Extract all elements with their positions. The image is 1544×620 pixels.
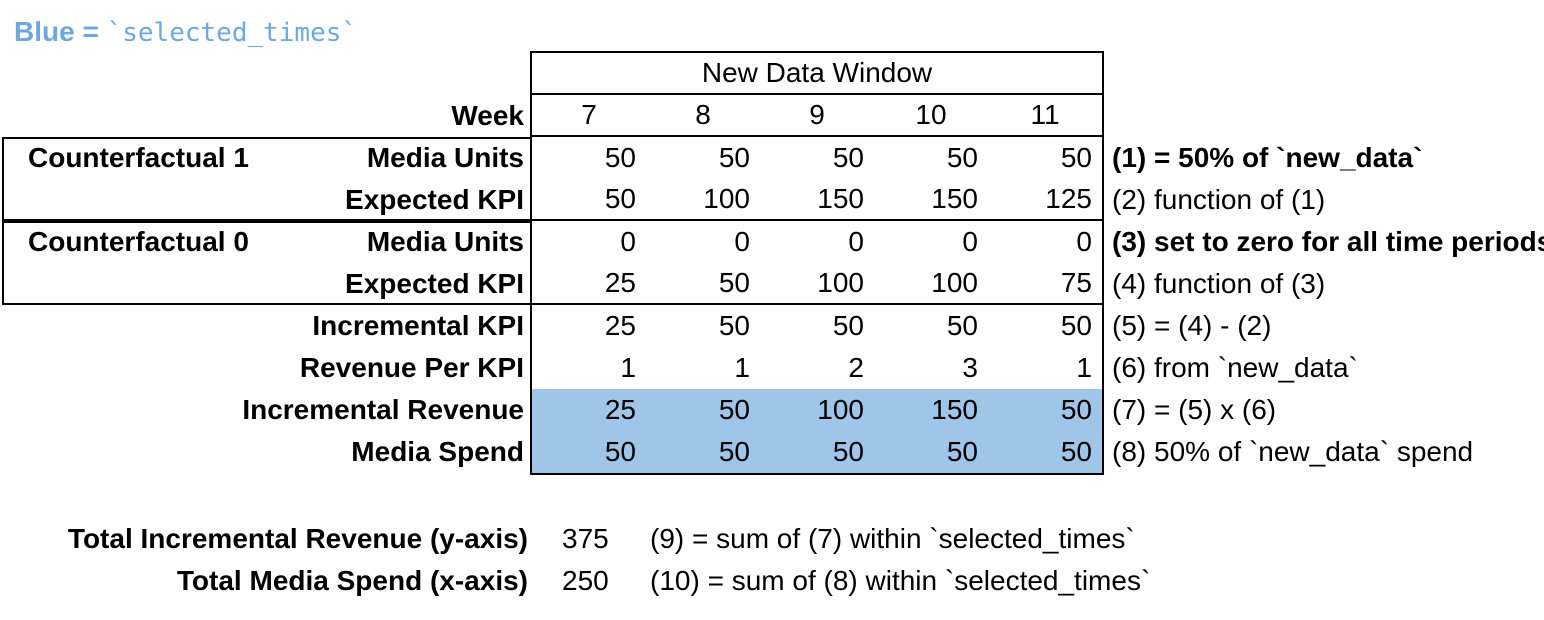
- table-cell: 150: [931, 183, 978, 214]
- group-label-counterfactual-0: Counterfactual 0: [28, 226, 249, 257]
- table-cell: 50: [1060, 310, 1092, 341]
- table-row-media-spend-highlighted: 50 50 50 50 50: [532, 431, 1102, 473]
- row-label-media-units-cf1: Media Units: [366, 142, 524, 173]
- legend-caption-code: `selected_times`: [106, 18, 358, 48]
- table-cell: 50: [946, 436, 978, 467]
- data-table: New Data Window 7 8 9 10 11 50 50 50 50 …: [530, 51, 1104, 475]
- table-row-media-units-cf1: 50 50 50 50 50: [532, 137, 1102, 179]
- group-label-counterfactual-1: Counterfactual 1: [28, 142, 249, 173]
- row-note-6: (6) from `new_data`: [1112, 352, 1358, 383]
- row-label-expected-kpi-cf1: Expected KPI: [345, 184, 524, 215]
- table-cell: 2: [848, 352, 864, 383]
- week-row-label: Week: [451, 100, 524, 131]
- row-label-incremental-revenue: Incremental Revenue: [242, 394, 524, 425]
- table-cell: 50: [718, 142, 750, 173]
- table-cell: 75: [1060, 267, 1092, 298]
- table-row-incremental-kpi: 25 50 50 50 50: [532, 305, 1102, 347]
- table-cell: 3: [962, 352, 978, 383]
- table-cell: 150: [817, 183, 864, 214]
- table-cell: 50: [718, 267, 750, 298]
- row-note-1: (1) = 50% of `new_data`: [1112, 142, 1423, 173]
- table-cell: 0: [620, 226, 636, 257]
- legend-caption: Blue = `selected_times`: [14, 16, 357, 48]
- row-note-4: (4) function of (3): [1112, 268, 1326, 299]
- table-cell: 25: [604, 267, 636, 298]
- table-row-expected-kpi-cf0: 25 50 100 100 75: [532, 263, 1102, 305]
- table-cell: 50: [1060, 436, 1092, 467]
- table-cell: 100: [817, 267, 864, 298]
- table-cell: 50: [718, 394, 750, 425]
- total-media-spend-value: 250: [562, 565, 609, 596]
- table-cell: 1: [734, 352, 750, 383]
- row-note-3: (3) set to zero for all time periods: [1112, 226, 1544, 257]
- table-cell: 0: [1076, 226, 1092, 257]
- table-row-expected-kpi-cf1: 50 100 150 150 125: [532, 179, 1102, 221]
- total-incremental-revenue-note: (9) = sum of (7) within `selected_times`: [650, 523, 1135, 554]
- total-incremental-revenue-label: Total Incremental Revenue (y-axis): [67, 523, 528, 554]
- total-media-spend-note: (10) = sum of (8) within `selected_times…: [650, 565, 1151, 596]
- table-cell: 0: [962, 226, 978, 257]
- row-label-media-spend: Media Spend: [351, 436, 524, 467]
- row-label-incremental-kpi: Incremental KPI: [312, 310, 524, 341]
- table-cell: 50: [946, 142, 978, 173]
- table-cell: 125: [1045, 183, 1092, 214]
- row-note-8: (8) 50% of `new_data` spend: [1112, 436, 1474, 467]
- week-number-row: 7 8 9 10 11: [532, 95, 1102, 137]
- row-label-media-units-cf0: Media Units: [366, 226, 524, 257]
- row-label-expected-kpi-cf0: Expected KPI: [345, 268, 524, 299]
- table-row-revenue-per-kpi: 1 1 2 3 1: [532, 347, 1102, 389]
- table-cell: 100: [931, 267, 978, 298]
- table-row-incremental-revenue-highlighted: 25 50 100 150 50: [532, 389, 1102, 431]
- table-cell: 1: [620, 352, 636, 383]
- counterfactual-1-box: [2, 137, 532, 221]
- table-cell: 50: [946, 310, 978, 341]
- table-cell: 50: [718, 436, 750, 467]
- week-number: 11: [1030, 99, 1060, 130]
- table-cell: 0: [848, 226, 864, 257]
- table-cell: 100: [817, 394, 864, 425]
- week-number: 10: [915, 99, 947, 130]
- table-cell: 50: [604, 142, 636, 173]
- table-cell: 50: [832, 310, 864, 341]
- row-note-2: (2) function of (1): [1112, 184, 1326, 215]
- table-cell: 50: [718, 310, 750, 341]
- week-number: 9: [809, 99, 825, 130]
- total-incremental-revenue-value: 375: [562, 523, 609, 554]
- total-media-spend-label: Total Media Spend (x-axis): [176, 565, 528, 596]
- row-note-5: (5) = (4) - (2): [1112, 310, 1272, 341]
- legend-caption-label: Blue =: [14, 16, 99, 47]
- table-cell: 100: [703, 183, 750, 214]
- table-cell: 50: [1060, 394, 1092, 425]
- row-note-7: (7) = (5) x (6): [1112, 394, 1277, 425]
- row-label-revenue-per-kpi: Revenue Per KPI: [299, 352, 524, 383]
- new-data-window-header: New Data Window: [532, 53, 1102, 95]
- counterfactual-0-box: [2, 221, 532, 305]
- table-cell: 0: [734, 226, 750, 257]
- table-cell: 25: [604, 394, 636, 425]
- table-cell: 50: [1060, 142, 1092, 173]
- table-cell: 50: [832, 436, 864, 467]
- table-row-media-units-cf0: 0 0 0 0 0: [532, 221, 1102, 263]
- table-cell: 50: [604, 183, 636, 214]
- table-cell: 1: [1076, 352, 1092, 383]
- week-number: 8: [695, 99, 711, 130]
- week-number: 7: [581, 99, 597, 130]
- table-cell: 50: [832, 142, 864, 173]
- table-cell: 25: [604, 310, 636, 341]
- table-cell: 150: [931, 394, 978, 425]
- table-cell: 50: [604, 436, 636, 467]
